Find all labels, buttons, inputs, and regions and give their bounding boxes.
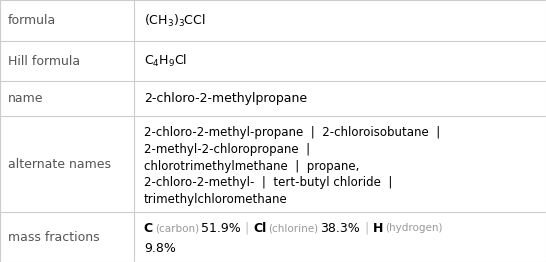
Text: alternate names: alternate names (8, 158, 111, 171)
Text: (hydrogen): (hydrogen) (385, 223, 442, 233)
Text: trimethylchloromethane: trimethylchloromethane (144, 193, 288, 206)
Text: chlorotrimethylmethane  |  propane,: chlorotrimethylmethane | propane, (144, 160, 359, 173)
Text: |: | (245, 222, 249, 235)
Text: 9.8%: 9.8% (144, 242, 176, 255)
Text: mass fractions: mass fractions (8, 231, 99, 244)
Text: name: name (8, 92, 44, 105)
Text: formula: formula (8, 14, 56, 27)
Text: C: C (144, 222, 153, 235)
Text: 38.3%: 38.3% (321, 222, 360, 235)
Text: 51.9%: 51.9% (201, 222, 241, 235)
Text: Cl: Cl (253, 222, 266, 235)
Text: 2-methyl-2-chloropropane  |: 2-methyl-2-chloropropane | (144, 143, 310, 156)
Text: Hill formula: Hill formula (8, 55, 80, 68)
Text: 2-chloro-2-methyl-propane  |  2-chloroisobutane  |: 2-chloro-2-methyl-propane | 2-chloroisob… (144, 127, 440, 139)
Text: 2-chloro-2-methyl-  |  tert-butyl chloride  |: 2-chloro-2-methyl- | tert-butyl chloride… (144, 176, 392, 189)
Text: C$_4$H$_9$Cl: C$_4$H$_9$Cl (144, 53, 187, 69)
Text: 2-chloro-2-methylpropane: 2-chloro-2-methylpropane (144, 92, 307, 105)
Text: (chlorine): (chlorine) (268, 223, 318, 233)
Text: (CH$_3$)$_3$CCl: (CH$_3$)$_3$CCl (144, 13, 205, 29)
Text: H: H (372, 222, 383, 235)
Text: (carbon): (carbon) (155, 223, 199, 233)
Text: |: | (364, 222, 369, 235)
